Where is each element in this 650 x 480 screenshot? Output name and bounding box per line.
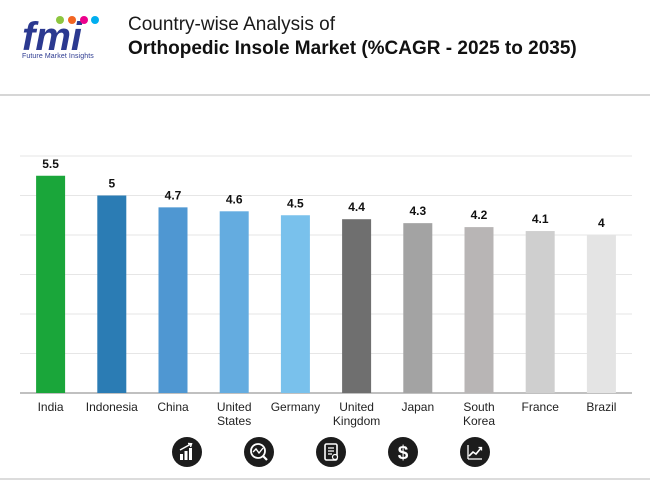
value-label: 4.6 <box>226 192 243 206</box>
bar-france <box>525 231 555 393</box>
fmi-logo-mark: fmi <box>22 15 99 59</box>
value-label: 4.4 <box>348 200 365 214</box>
bar-united-states <box>219 211 249 393</box>
logo-dot-pink <box>80 16 88 24</box>
bar-growth-icon <box>172 437 202 467</box>
page-title-line1: Country-wise Analysis of <box>128 14 335 35</box>
header: fmi Future Market Insights Country-wise … <box>0 0 650 96</box>
chart-value-labels: 5.5 5 4.7 4.6 4.5 4.4 4.3 4.2 4.1 4 <box>42 157 605 230</box>
value-label: 5.5 <box>42 157 59 171</box>
value-label: 4.5 <box>287 196 304 210</box>
x-tick-label: India <box>38 400 64 414</box>
x-tick-label: South Korea <box>463 400 495 428</box>
bar-japan <box>403 223 433 393</box>
chart-bars <box>36 175 616 393</box>
bar-india <box>36 175 66 393</box>
value-label: 4.2 <box>471 208 488 222</box>
bar-chart: 5.5 5 4.7 4.6 4.5 4.4 4.3 4.2 4.1 4 India Indonesi… <box>20 155 632 428</box>
value-label: 4 <box>598 216 605 230</box>
logo-dot-green <box>56 16 64 24</box>
value-label: 4.7 <box>165 188 182 202</box>
x-tick-label: United States <box>217 400 252 428</box>
bar-united-kingdom <box>342 219 372 393</box>
bar-china <box>158 207 188 393</box>
x-tick-label: France <box>522 400 560 414</box>
logo-dot-orange <box>68 16 76 24</box>
fmi-logo: fmi <box>22 14 106 64</box>
logo-tagline: Future Market Insights <box>22 53 94 60</box>
page-bottom-border <box>0 478 650 480</box>
header-divider <box>0 94 650 96</box>
market-analysis-icon <box>244 437 274 467</box>
x-tick-label: Brazil <box>586 400 616 414</box>
chart-area: 5.5 5 4.7 4.6 4.5 4.4 4.3 4.2 4.1 4 India Indonesi… <box>0 96 650 436</box>
value-label: 4.1 <box>532 212 549 226</box>
bar-south-korea <box>464 227 494 393</box>
logo-dot-blue <box>91 16 99 24</box>
page-title-line2: Orthopedic Insole Market (%CAGR - 2025 t… <box>128 38 577 59</box>
bar-indonesia <box>97 195 127 393</box>
x-tick-label: United Kingdom <box>333 400 380 428</box>
trend-chart-icon <box>460 437 490 467</box>
report-document-icon <box>316 437 346 467</box>
x-tick-label: Japan <box>401 400 434 414</box>
x-tick-label: Indonesia <box>86 400 138 414</box>
bar-brazil <box>586 235 616 393</box>
bar-germany <box>280 215 310 393</box>
value-label: 4.3 <box>409 204 426 218</box>
dollar-icon: $ <box>388 437 418 467</box>
x-tick-label: China <box>157 400 189 414</box>
chart-x-labels: India Indonesia China United States Germany Un… <box>38 400 617 428</box>
x-tick-label: Germany <box>271 400 320 414</box>
svg-text:$: $ <box>398 443 409 464</box>
value-label: 5 <box>108 177 115 191</box>
footer-icons: $ <box>0 437 650 471</box>
